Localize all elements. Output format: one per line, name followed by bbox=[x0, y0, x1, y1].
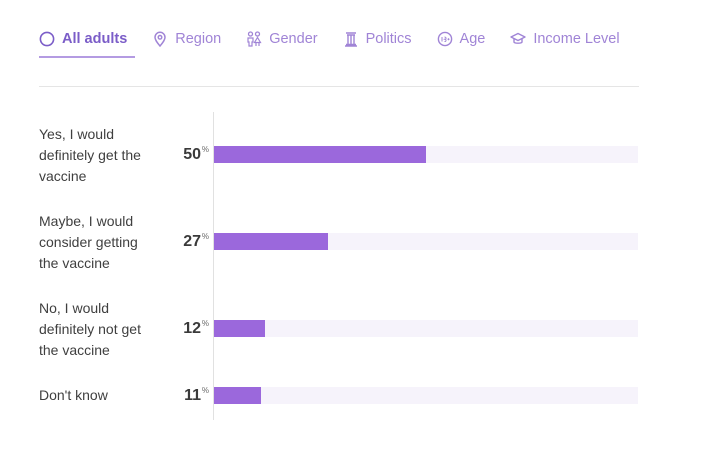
bar-track bbox=[214, 233, 638, 250]
divider bbox=[39, 86, 639, 87]
tab-income-level[interactable]: Income Level bbox=[510, 28, 620, 50]
value-unit: % bbox=[201, 319, 209, 328]
tab-label: Gender bbox=[269, 31, 318, 47]
tab-label: Income Level bbox=[533, 31, 620, 47]
chart-row: Don't know 11% bbox=[0, 385, 715, 451]
value-unit: % bbox=[201, 386, 209, 395]
chart-axis bbox=[213, 112, 214, 420]
value-label: 12% bbox=[150, 319, 209, 338]
tab-label: Age bbox=[459, 31, 486, 47]
tab-label: Region bbox=[175, 31, 222, 47]
people-icon bbox=[246, 31, 262, 47]
tab-politics[interactable]: Politics bbox=[343, 28, 412, 50]
value-unit: % bbox=[201, 145, 209, 154]
chart-row: Maybe, I would consider getting the vacc… bbox=[0, 211, 715, 277]
tab-label: Politics bbox=[365, 31, 412, 47]
bar-fill bbox=[214, 320, 265, 337]
age-18-icon bbox=[437, 31, 453, 47]
tab-all-adults[interactable]: All adults bbox=[39, 28, 136, 58]
value-number: 50 bbox=[183, 146, 201, 163]
value-label: 50% bbox=[150, 145, 209, 164]
category-label: Don't know bbox=[39, 387, 108, 403]
category-label: No, I would definitely not get the vacci… bbox=[39, 300, 141, 358]
column-icon bbox=[343, 31, 359, 47]
value-number: 27 bbox=[183, 233, 201, 250]
filter-tabs: All adults Region Gender Politics Age In… bbox=[39, 28, 639, 60]
map-pin-icon bbox=[152, 31, 168, 47]
tab-age[interactable]: Age bbox=[437, 28, 486, 50]
tab-region[interactable]: Region bbox=[152, 28, 221, 50]
circle-icon bbox=[39, 31, 55, 47]
bar-track bbox=[214, 146, 638, 163]
value-label: 27% bbox=[150, 232, 209, 251]
value-label: 11% bbox=[150, 386, 209, 405]
category-label: Yes, I would definitely get the vaccine bbox=[39, 126, 141, 184]
bar-fill bbox=[214, 146, 426, 163]
bar-fill bbox=[214, 233, 329, 250]
bar-fill bbox=[214, 387, 261, 404]
value-unit: % bbox=[201, 232, 209, 241]
bar-track bbox=[214, 320, 638, 337]
chart-row: Yes, I would definitely get the vaccine … bbox=[0, 124, 715, 190]
value-number: 11 bbox=[184, 387, 201, 404]
graduation-cap-icon bbox=[510, 31, 527, 47]
bar-track bbox=[214, 387, 638, 404]
tab-gender[interactable]: Gender bbox=[246, 28, 318, 50]
category-label: Maybe, I would consider getting the vacc… bbox=[39, 213, 138, 271]
value-number: 12 bbox=[183, 320, 201, 337]
tab-label: All adults bbox=[62, 31, 128, 47]
chart-row: No, I would definitely not get the vacci… bbox=[0, 298, 715, 364]
